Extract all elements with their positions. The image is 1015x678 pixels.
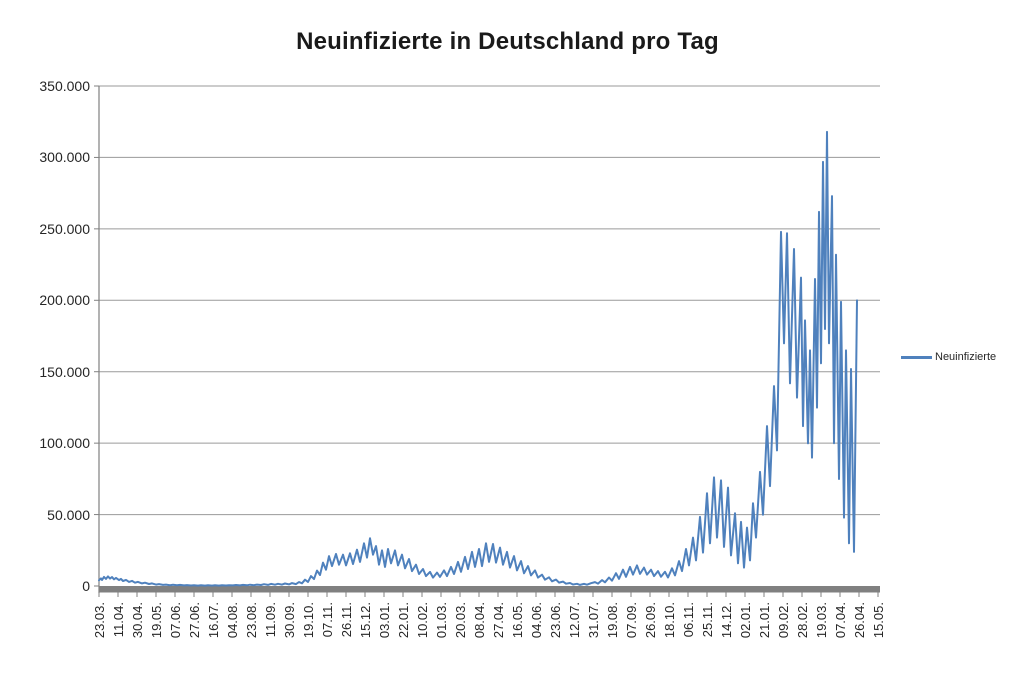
x-tick-label: 14.12. — [719, 602, 734, 638]
x-tick-label: 01.03. — [434, 602, 449, 638]
x-tick-label: 07.04. — [833, 602, 848, 638]
x-tick-label: 19.03. — [814, 602, 829, 638]
x-tick-label: 07.06. — [168, 602, 183, 638]
y-tick-label: 150.000 — [39, 363, 90, 380]
x-tick-label: 26.09. — [643, 602, 658, 638]
x-tick-label: 26.11. — [339, 602, 354, 637]
x-tick-label: 11.09. — [263, 602, 278, 637]
y-tick-label: 0 — [82, 578, 90, 594]
chart-title: Neuinfizierte in Deutschland pro Tag — [296, 28, 719, 55]
x-tick-label: 19.08. — [605, 602, 620, 638]
x-tick-label: 30.04. — [130, 602, 145, 638]
x-tick-label: 18.10. — [662, 602, 677, 638]
x-tick-label: 27.06. — [187, 602, 202, 638]
legend-label: Neuinfizierte — [935, 351, 997, 363]
x-tick-label: 02.01. — [738, 602, 753, 638]
x-axis-bar — [99, 586, 880, 593]
x-tick-label: 20.03. — [453, 602, 468, 638]
x-tick-label: 11.04. — [111, 602, 126, 637]
x-tick-label: 09.02. — [776, 602, 791, 638]
x-tick-label: 16.05. — [510, 602, 525, 638]
x-tick-label: 16.07. — [206, 602, 221, 638]
x-tick-label: 04.08. — [225, 602, 240, 638]
x-tick-label: 19.10. — [301, 602, 316, 638]
x-tick-label: 25.11. — [700, 602, 715, 637]
x-tick-label: 15.05. — [871, 602, 886, 638]
x-tick-label: 04.06. — [529, 602, 544, 638]
series-line-neuinfizierte — [98, 130, 858, 587]
x-tick-label: 22.01. — [396, 602, 411, 638]
y-tick-label: 250.000 — [39, 220, 90, 237]
x-tick-label: 27.04. — [491, 602, 506, 638]
x-tick-label: 23.08. — [244, 602, 259, 638]
x-tick-label: 03.01. — [377, 602, 392, 638]
x-tick-label: 07.11. — [320, 602, 335, 637]
y-tick-label: 300.000 — [39, 149, 90, 166]
x-tick-label: 26.04. — [852, 602, 867, 638]
x-tick-label: 28.02. — [795, 602, 810, 638]
y-tick-label: 100.000 — [39, 435, 90, 452]
y-tick-label: 350.000 — [39, 78, 90, 94]
x-tick-label: 23.03. — [92, 602, 107, 638]
x-tick-label: 06.11. — [681, 602, 696, 637]
y-tick-label: 50.000 — [47, 506, 90, 523]
x-tick-label: 19.05. — [149, 602, 164, 638]
x-tick-label: 21.01. — [757, 602, 772, 638]
legend-line-swatch — [901, 355, 932, 359]
x-tick-label: 15.12. — [358, 602, 373, 638]
legend: Neuinfizierte — [901, 349, 996, 365]
x-tick-label: 31.07. — [586, 602, 601, 638]
x-tick-label: 30.09. — [282, 602, 297, 638]
x-tick-label: 07.09. — [624, 602, 639, 638]
x-tick-label: 08.04. — [472, 602, 487, 638]
x-tick-label: 10.02. — [415, 602, 430, 638]
y-axis-labels: 0 50.000 100.000 150.000 200.000 250.000 300.0… — [0, 0, 90, 678]
y-tick-label: 200.000 — [39, 292, 90, 309]
x-tick-label: 12.07. — [567, 602, 582, 638]
x-tick-label: 23.06. — [548, 602, 563, 638]
